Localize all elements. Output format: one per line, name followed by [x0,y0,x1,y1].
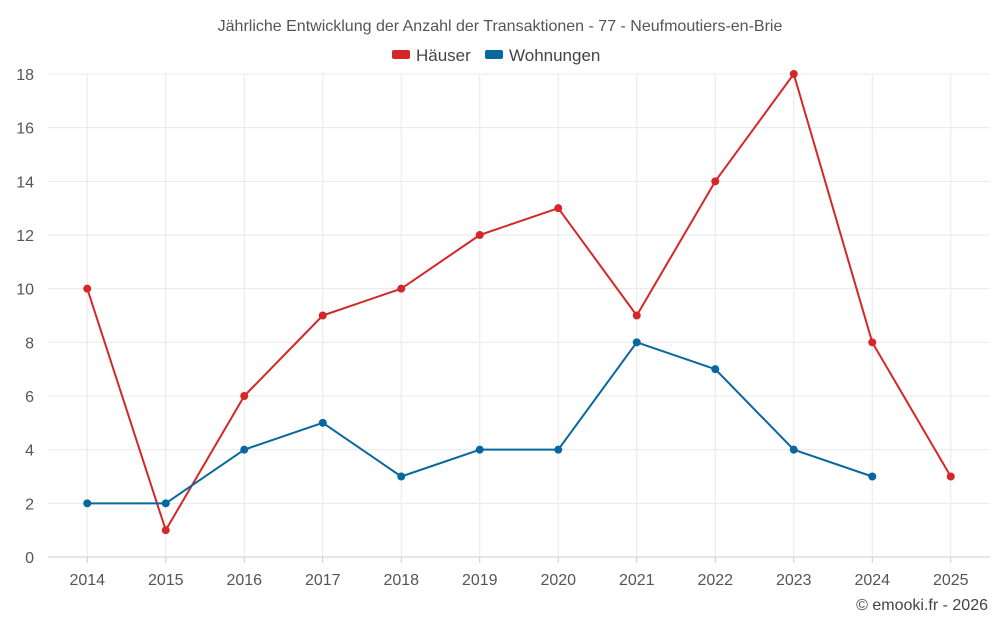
legend-swatch-wohnungen [485,50,503,59]
x-tick-label: 2021 [619,572,655,589]
y-tick-label: 10 [16,282,34,299]
x-axis-ticks: 2014 2015 2016 2017 2018 2019 2020 2021 2022 2023… [69,557,969,589]
x-tick-label: 2025 [933,572,969,589]
series-line-haeuser [86,73,952,532]
data-point-wohnungen[interactable] [161,499,170,508]
legend-label-wohnungen: Wohnungen [509,46,600,65]
x-tick-label: 2023 [776,572,812,589]
data-point-haeuser[interactable] [868,338,877,347]
y-tick-label: 16 [16,121,34,138]
data-point-haeuser[interactable] [632,311,641,320]
data-point-wohnungen[interactable] [397,472,406,481]
data-point-haeuser[interactable] [161,526,170,535]
y-axis-ticks: 0 2 4 6 8 10 12 14 16 18 [16,67,34,567]
y-tick-label: 8 [25,335,34,352]
data-point-wohnungen[interactable] [318,418,327,427]
grid [48,73,990,558]
data-point-wohnungen[interactable] [475,445,484,454]
y-tick-label: 14 [16,174,34,191]
x-tick-label: 2015 [148,572,184,589]
data-point-wohnungen[interactable] [554,445,563,454]
legend[interactable]: Häuser Wohnungen [392,46,600,65]
data-point-haeuser[interactable] [475,231,484,239]
chart-title: Jährliche Entwicklung der Anzahl der Tra… [218,18,783,35]
series [83,70,955,535]
data-point-haeuser[interactable] [240,392,249,400]
data-point-haeuser[interactable] [789,70,798,78]
y-tick-label: 2 [25,496,34,513]
data-point-wohnungen[interactable] [711,365,720,374]
x-tick-label: 2016 [226,572,262,589]
y-tick-label: 4 [25,443,34,460]
legend-swatch-haeuser [392,50,410,59]
x-tick-label: 2020 [540,572,576,589]
x-tick-label: 2019 [462,572,498,589]
data-point-wohnungen[interactable] [789,445,798,454]
y-tick-label: 0 [25,550,34,567]
data-point-wohnungen[interactable] [632,338,641,347]
x-tick-label: 2017 [305,572,341,589]
y-tick-label: 12 [16,228,34,245]
data-point-haeuser[interactable] [83,284,92,293]
x-tick-label: 2022 [697,572,733,589]
y-tick-label: 18 [16,67,34,84]
x-tick-label: 2018 [383,572,419,589]
data-point-wohnungen[interactable] [240,445,249,454]
credit-text: © emooki.fr - 2026 [856,597,988,614]
data-point-haeuser[interactable] [397,284,406,293]
x-tick-label: 2014 [69,572,105,589]
data-point-wohnungen[interactable] [83,499,92,508]
data-point-haeuser[interactable] [318,311,327,320]
data-point-haeuser[interactable] [554,204,563,213]
x-tick-label: 2024 [854,572,890,589]
y-tick-label: 6 [25,389,34,406]
data-point-haeuser[interactable] [711,177,720,186]
legend-label-haeuser[interactable]: Häuser [416,46,471,65]
data-point-haeuser[interactable] [946,472,955,481]
data-point-wohnungen[interactable] [868,472,877,481]
